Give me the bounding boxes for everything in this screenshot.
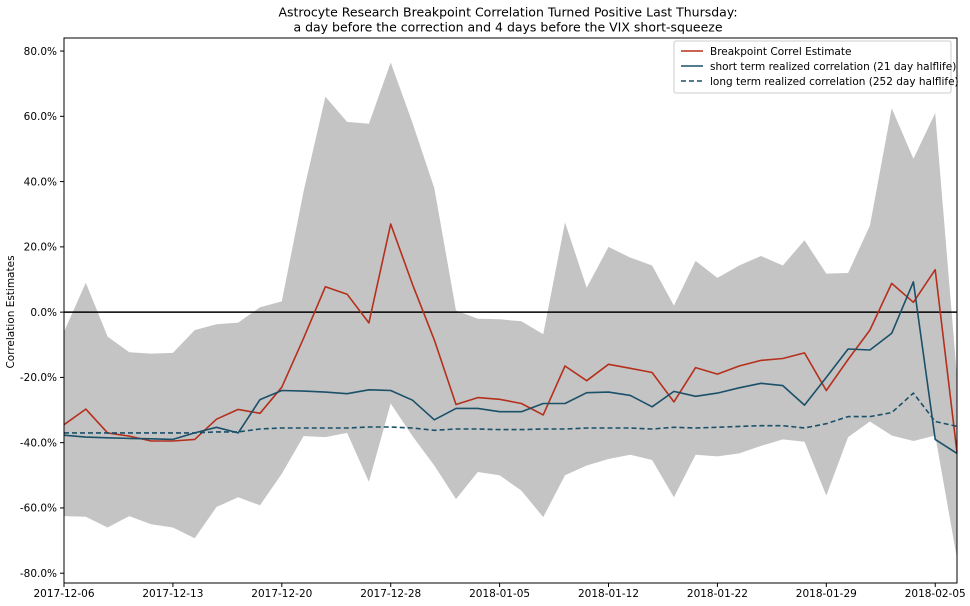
y-tick-label: 60.0% [24,111,57,123]
y-tick-label: -20.0% [20,372,57,384]
series-long-term-line [64,392,958,434]
x-tick-label: 2018-02-05 [905,588,966,600]
plot-frame [63,37,958,584]
chart-title: Astrocyte Research Breakpoint Correlatio… [278,5,737,20]
confidence-band [64,62,957,559]
x-tick-label: 2018-01-12 [578,588,639,600]
legend-label: long term realized correlation (252 day … [710,76,959,88]
legend-label: short term realized correlation (21 day … [710,61,956,73]
y-tick-label: 20.0% [24,242,57,254]
y-tick-label: 40.0% [24,176,57,188]
x-tick-label: 2017-12-28 [360,588,421,600]
x-tick-label: 2018-01-29 [796,588,857,600]
x-tick-label: 2017-12-20 [251,588,312,600]
legend-box [673,40,952,94]
x-tick-label: 2018-01-22 [687,588,748,600]
y-tick-label: 0.0% [30,307,57,319]
y-tick-label: -80.0% [20,568,57,580]
legend: Breakpoint Correl Estimate short term rea… [673,40,959,94]
y-axis-label: Correlation Estimates [5,255,17,368]
x-axis: 2017-12-06 2017-12-13 2017-12-20 2017-12-28… [33,583,966,600]
x-tick-label: 2018-01-05 [469,588,530,600]
chart-subtitle: a day before the correction and 4 days b… [293,20,722,35]
y-tick-label: 80.0% [24,46,57,58]
y-tick-label: -60.0% [20,503,57,515]
legend-label: Breakpoint Correl Estimate [710,46,851,58]
x-tick-label: 2017-12-13 [142,588,203,600]
y-axis: -80.0% -60.0% -40.0% -20.0% 0.0% 20.0% 40.0% 60… [20,46,64,580]
series-layer [63,223,958,455]
plot-area [63,37,958,584]
y-tick-label: -40.0% [20,437,57,449]
series-short-term-line [63,280,958,455]
series-breakpoint-line [63,223,958,453]
x-tick-label: 2017-12-06 [33,588,94,600]
